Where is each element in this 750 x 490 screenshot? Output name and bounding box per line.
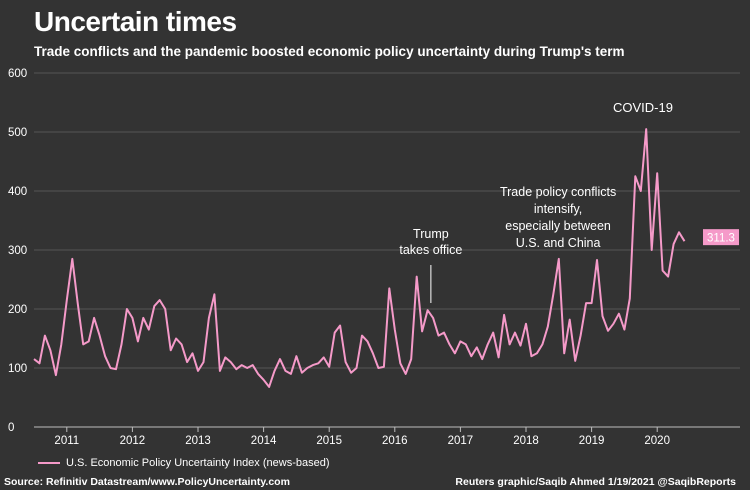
- annotation-trade-text: especially between: [505, 219, 611, 233]
- annotation-trump-text: takes office: [399, 243, 462, 257]
- annotation-covid-text: COVID-19: [613, 100, 673, 115]
- x-tick-label: 2016: [382, 435, 408, 447]
- y-tick-label: 600: [8, 68, 27, 80]
- x-tick-label: 2017: [448, 435, 474, 447]
- x-tick-label: 2020: [644, 435, 670, 447]
- source-note: Source: Refinitiv Datastream/www.PolicyU…: [4, 476, 290, 488]
- legend-label: U.S. Economic Policy Uncertainty Index (…: [66, 457, 330, 469]
- y-tick-label: 400: [8, 186, 27, 198]
- annotation-trade-text: Trade policy conflicts: [500, 185, 616, 199]
- y-tick-label: 0: [8, 422, 14, 434]
- chart-title: Uncertain times: [34, 6, 237, 37]
- y-tick-label: 100: [8, 363, 27, 375]
- annotation-trade-text: intensify,: [534, 202, 582, 216]
- x-tick-label: 2012: [120, 435, 146, 447]
- legend-line-swatch: [38, 462, 60, 464]
- x-tick-label: 2018: [513, 435, 539, 447]
- y-tick-label: 300: [8, 245, 27, 257]
- last-value-badge: [703, 229, 739, 246]
- credit-note: Reuters graphic/Saqib Ahmed 1/19/2021 @S…: [455, 476, 736, 488]
- chart-subtitle: Trade conflicts and the pandemic boosted…: [34, 44, 625, 59]
- y-tick-label: 200: [8, 304, 27, 316]
- last-value-label: 311.3: [707, 233, 735, 245]
- x-tick-label: 2015: [316, 435, 342, 447]
- x-tick-label: 2014: [251, 435, 277, 447]
- legend: U.S. Economic Policy Uncertainty Index (…: [38, 457, 330, 469]
- x-tick-label: 2013: [185, 435, 211, 447]
- annotation-trump-text: Trump: [413, 227, 449, 241]
- y-tick-label: 500: [8, 127, 27, 139]
- annotation-trade-text: U.S. and China: [516, 236, 601, 250]
- x-tick-label: 2011: [54, 435, 79, 447]
- x-tick-label: 2019: [579, 435, 605, 447]
- series-line-epu-index: [33, 128, 686, 388]
